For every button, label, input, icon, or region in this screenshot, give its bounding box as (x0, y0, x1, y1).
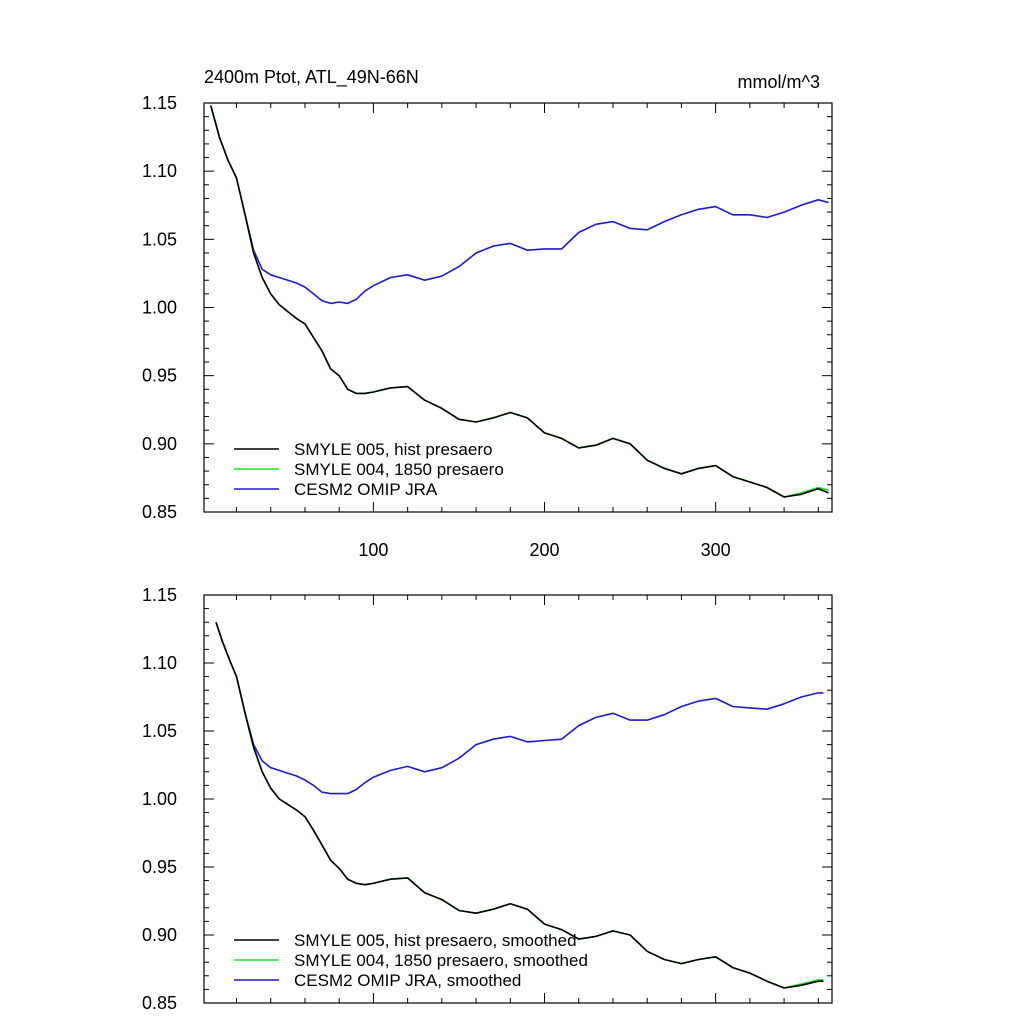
y-tick-label: 1.05 (142, 229, 177, 249)
legend-label-2: SMYLE 004, 1850 presaero (294, 460, 504, 479)
series-line-3 (210, 105, 829, 305)
legend-label-3: CESM2 OMIP JRA (294, 480, 438, 499)
series-line-2 (210, 105, 829, 498)
chart-title: 2400m Ptot, ATL_49N-66N (204, 67, 419, 88)
legend-label-1: SMYLE 005, hist presaero, smoothed (294, 931, 577, 950)
series-line-3 (215, 621, 824, 795)
y-tick-label: 0.85 (142, 993, 177, 1013)
chart-panel-1: 0.85 0.90 0.95 1.00 1.05 1.10 1.15 100 200 300 240… (142, 67, 833, 560)
y-tick-label: 0.95 (142, 366, 177, 386)
x-tick-label: 300 (701, 540, 731, 560)
y-tick-label: 1.15 (142, 585, 177, 605)
y-tick-label: 0.85 (142, 502, 177, 522)
y-tick-label: 1.05 (142, 721, 177, 741)
legend-label-2: SMYLE 004, 1850 presaero, smoothed (294, 951, 588, 970)
x-tick-label: 100 (358, 540, 388, 560)
x-tick-label: 200 (529, 540, 559, 560)
y-tick-label: 0.90 (142, 925, 177, 945)
y-tick-label: 1.00 (142, 298, 177, 318)
units-label: mmol/m^3 (738, 72, 820, 92)
y-tick-label: 1.00 (142, 789, 177, 809)
y-tick-label: 1.10 (142, 653, 177, 673)
legend-label-1: SMYLE 005, hist presaero (294, 440, 492, 459)
y-tick-label: 0.90 (142, 434, 177, 454)
y-tick-label: 0.95 (142, 857, 177, 877)
series-line-1 (210, 105, 829, 498)
legend-label-3: CESM2 OMIP JRA, smoothed (294, 971, 521, 990)
chart-panel-2: 0.85 0.90 0.95 1.00 1.05 1.10 1.15 SMYLE 005, h… (142, 585, 833, 1013)
series-line-1 (215, 621, 824, 989)
y-tick-label: 1.10 (142, 161, 177, 181)
y-tick-label: 1.15 (142, 93, 177, 113)
